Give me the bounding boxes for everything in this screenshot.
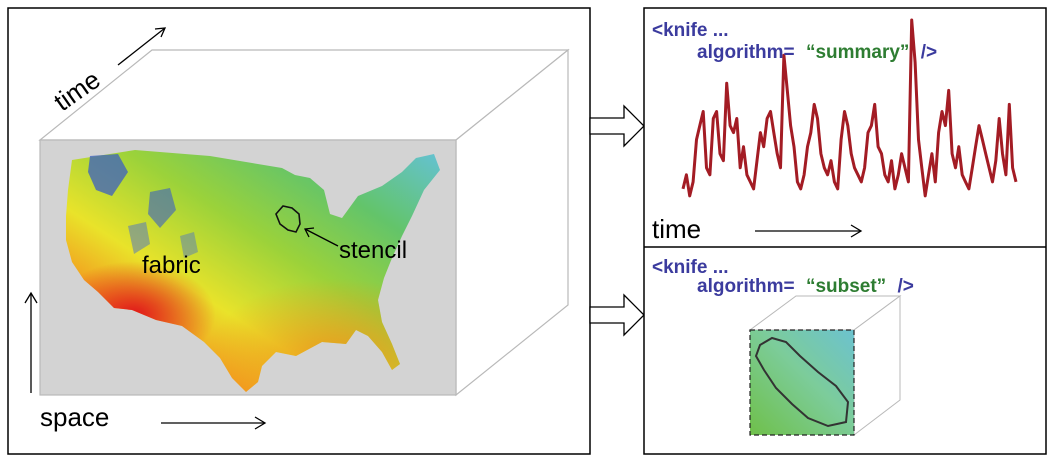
stencil-pointer-arrowhead [304, 227, 315, 238]
subset-code-value: “subset” [806, 276, 886, 297]
us-map-mountain-patch [180, 232, 198, 258]
time-axis-arrow [117, 27, 166, 66]
us-map-mountain-patch [148, 188, 176, 228]
subset-code-open: <knife ... [652, 257, 729, 278]
flow-arrow-to-summary [589, 104, 645, 148]
subset-cube [748, 295, 902, 437]
stencil-label: stencil [339, 237, 407, 264]
summary-time-arrowhead [850, 224, 863, 238]
summary-code-open: <knife ... [652, 20, 729, 41]
us-map-fabric [66, 150, 440, 392]
flow-arrow-to-subset [589, 293, 645, 337]
subset-code-close: /> [897, 276, 913, 297]
us-map-mountain-patch [128, 222, 150, 254]
subset-code-line: algorithm= “subset” /> [697, 276, 914, 297]
time-axis-arrowhead [154, 27, 167, 38]
subset-stencil-outline [754, 336, 850, 428]
summary-time-label: time [652, 214, 701, 244]
us-map-mountain-patch [88, 154, 128, 196]
summary-code-close: /> [921, 42, 937, 63]
fabric-label: fabric [142, 252, 201, 279]
stencil-outline [275, 205, 301, 233]
stencil-pointer-arrow [304, 228, 339, 247]
summary-time-series-line [681, 18, 1018, 198]
summary-code-line: algorithm= “summary” /> [697, 42, 937, 63]
space-horizontal-arrowhead [254, 416, 267, 430]
summary-code-value: “summary” [806, 42, 910, 63]
summary-code-attr: algorithm= [697, 42, 795, 63]
space-vertical-arrowhead [24, 291, 38, 304]
space-axis-label: space [40, 402, 109, 432]
subset-code-attr: algorithm= [697, 276, 795, 297]
subset-cube-front-face [749, 329, 855, 436]
